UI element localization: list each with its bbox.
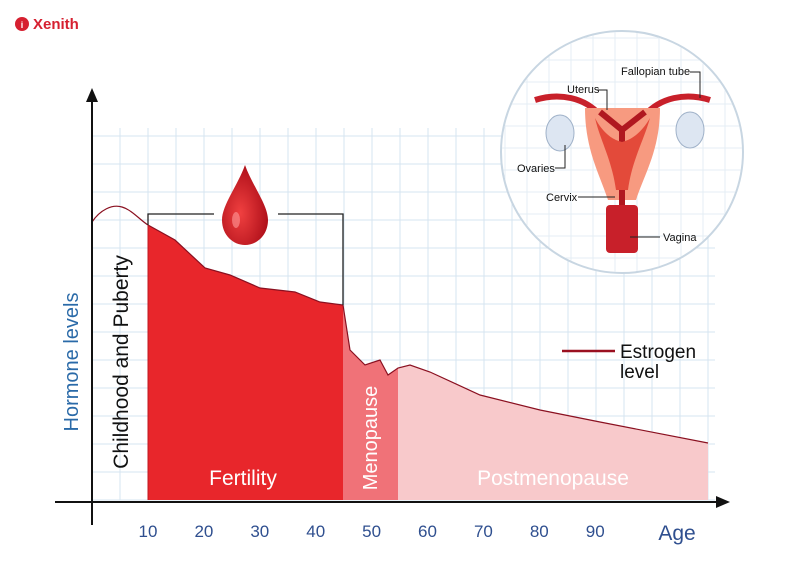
bracket xyxy=(278,213,344,305)
x-tick-label: 20 xyxy=(194,522,213,541)
uterus-illustration xyxy=(534,93,711,253)
anatomy-label: Ovaries xyxy=(517,163,555,175)
anatomy-label: Vagina xyxy=(663,232,697,244)
menopause-area xyxy=(343,305,398,500)
anatomy-label: Fallopian tube xyxy=(621,66,690,78)
x-tick-label: 30 xyxy=(250,522,269,541)
postmenopause-area xyxy=(398,365,708,500)
x-tick-label: 90 xyxy=(586,522,605,541)
x-arrow xyxy=(716,496,730,508)
anatomy-label: Cervix xyxy=(546,192,578,204)
logo-brand: Xenith xyxy=(33,16,79,33)
y-arrow xyxy=(86,88,98,102)
phase-label: Menopause xyxy=(360,386,382,491)
x-ticks: 10 20 30 40 50 60 70 80 90 xyxy=(139,522,605,541)
anatomy-leaders xyxy=(555,71,701,238)
x-tick-label: 70 xyxy=(474,522,493,541)
anatomy-label: Uterus xyxy=(567,84,600,96)
x-tick-label: 50 xyxy=(362,522,381,541)
legend-label: Estrogen xyxy=(620,342,696,363)
legend-label: level xyxy=(620,362,659,383)
blood-drop xyxy=(222,165,268,245)
x-tick-label: 10 xyxy=(139,522,158,541)
phase-label: Fertility xyxy=(209,467,277,490)
x-tick-label: 40 xyxy=(306,522,325,541)
fertility-area xyxy=(148,225,343,500)
phase-label: Childhood and Puberty xyxy=(110,255,133,469)
y-axis-label: Hormone levels xyxy=(61,293,83,432)
x-axis-label: Age xyxy=(658,522,695,545)
drop-shine xyxy=(232,212,240,228)
logo-icon-mark: i xyxy=(21,20,24,30)
x-tick-label: 80 xyxy=(530,522,549,541)
bracket xyxy=(147,213,214,225)
phase-label: Postmenopause xyxy=(477,467,629,490)
logo-icon xyxy=(15,17,29,31)
x-tick-label: 60 xyxy=(418,522,437,541)
